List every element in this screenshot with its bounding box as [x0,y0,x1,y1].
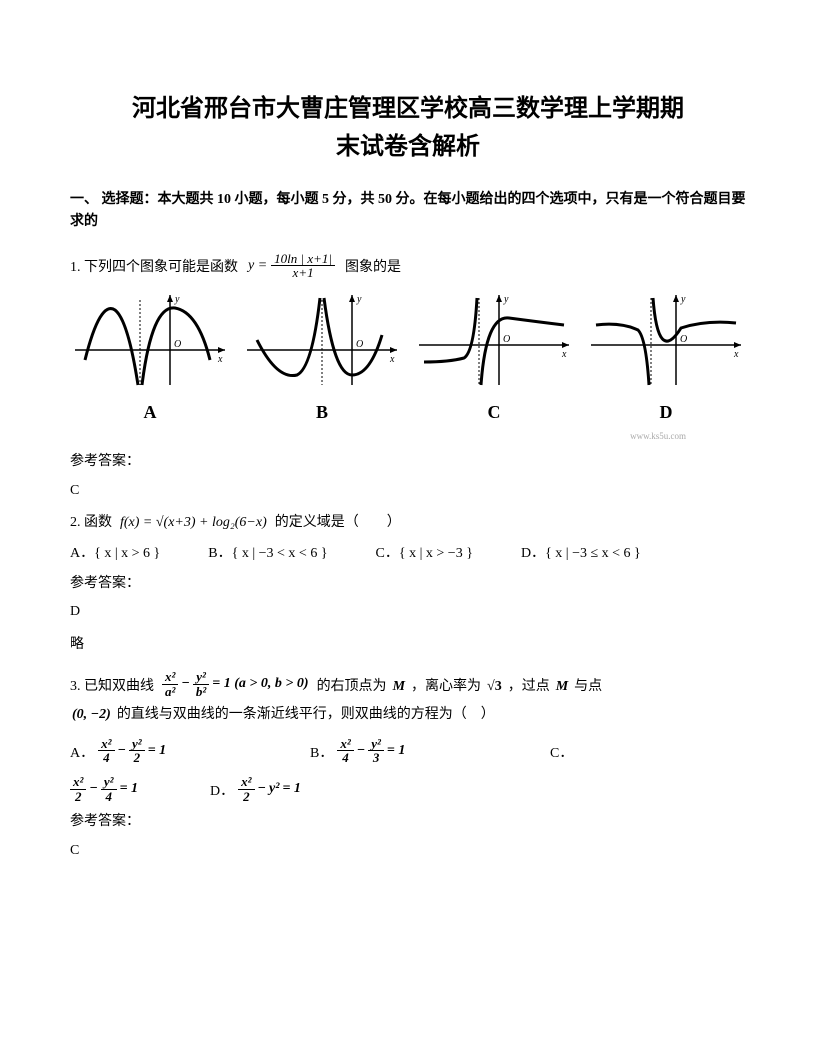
q3-opt-c-label: C． [550,743,573,765]
q2-opt-c: C．{ x | x > −3 } [376,543,473,565]
page-title: 河北省邢台市大曹庄管理区学校高三数学理上学期期 末试卷含解析 [70,90,746,167]
q3-m1: M [391,676,407,698]
q2-answer: D [70,601,746,623]
svg-text:O: O [174,339,181,350]
q1-formula: y = 10ln | x+1| x+1 [246,252,337,280]
q2-options: A．{ x | x > 6 } B．{ x | −3 < x < 6 } C．{… [70,543,746,565]
q3-answer: C [70,840,746,862]
svg-text:x: x [217,354,223,365]
title-line2: 末试卷含解析 [70,128,746,166]
question-2: 2. 函数 f(x) = √(x+3) + log₂(6−x) 的定义域是（ ）… [70,512,746,656]
q3-sqrt3: √3 [485,676,504,698]
q1-suffix: 图象的是 [345,257,401,279]
q3-m2: M [554,676,570,698]
svg-text:y: y [356,294,362,305]
q3-opt-b: B． x²4 − y²3 = 1 [310,737,550,765]
svg-text:O: O [356,339,363,350]
svg-text:O: O [680,334,687,345]
q2-formula: f(x) = √(x+3) + log₂(6−x) [118,512,269,534]
q2-prefix: 2. 函数 [70,512,112,534]
q3-answer-label: 参考答案： [70,811,746,833]
graph-a-label: A [70,398,230,427]
svg-text:x: x [733,349,739,360]
graph-d-label: D [586,398,746,427]
question-1: 1. 下列四个图象可能是函数 y = 10ln | x+1| x+1 图象的是 … [70,252,746,503]
q3-mid2: ，离心率为 [411,676,481,698]
graph-a: O x y A [70,290,230,427]
q3-options: A． x²4 − y²2 = 1 B． x²4 − y²3 = 1 C． [70,737,746,804]
q1-num: 10ln | x+1| [271,252,335,267]
q3-tail: 的直线与双曲线的一条渐近线平行，则双曲线的方程为（ ） [117,704,495,726]
q3-prefix: 3. 已知双曲线 [70,676,154,698]
q1-fraction: 10ln | x+1| x+1 [271,252,335,280]
graph-d: O x y D [586,290,746,427]
q2-suffix: 的定义域是（ ） [275,512,401,534]
q3-point: (0, −2) [70,704,113,726]
q1-graphs: O x y A O x y B [70,290,746,427]
q2-opt-a: A．{ x | x > 6 } [70,543,160,565]
svg-text:y: y [503,294,509,305]
svg-text:O: O [503,334,510,345]
q3-mid3: ，过点 [508,676,550,698]
q1-answer: C [70,480,746,502]
graph-c-label: C [414,398,574,427]
graph-b: O x y B [242,290,402,427]
q3-equation: x²a² − y²b² = 1 (a > 0, b > 0) [162,670,309,698]
svg-text:y: y [680,294,686,305]
question-3: 3. 已知双曲线 x²a² − y²b² = 1 (a > 0, b > 0) … [70,670,746,862]
q1-den: x+1 [290,266,317,280]
q3-mid4: 与点 [574,676,602,698]
svg-text:y: y [174,294,180,305]
title-line1: 河北省邢台市大曹庄管理区学校高三数学理上学期期 [70,90,746,128]
q2-opt-d: D．{ x | −3 ≤ x < 6 } [521,543,641,565]
q1-answer-label: 参考答案： [70,451,746,473]
watermark: www.ks5u.com [70,429,746,443]
q1-prefix: 1. 下列四个图象可能是函数 [70,257,238,279]
q2-opt-b: B．{ x | −3 < x < 6 } [208,543,327,565]
section-header: 一、 选择题：本大题共 10 小题，每小题 5 分，共 50 分。在每小题给出的… [70,189,746,234]
q3-opt-c: x²2 − y²4 = 1 [70,775,210,803]
svg-text:x: x [561,349,567,360]
q1-formula-lhs: y = [248,255,267,277]
svg-text:x: x [389,354,395,365]
q3-mid1: 的右顶点为 [317,676,387,698]
graph-b-label: B [242,398,402,427]
q3-opt-a: A． x²4 − y²2 = 1 [70,737,310,765]
q2-answer-label: 参考答案： [70,573,746,595]
q2-brief: 略 [70,634,746,656]
graph-c: O x y C [414,290,574,427]
q3-opt-d: D． x²2 − y² = 1 [210,775,301,803]
